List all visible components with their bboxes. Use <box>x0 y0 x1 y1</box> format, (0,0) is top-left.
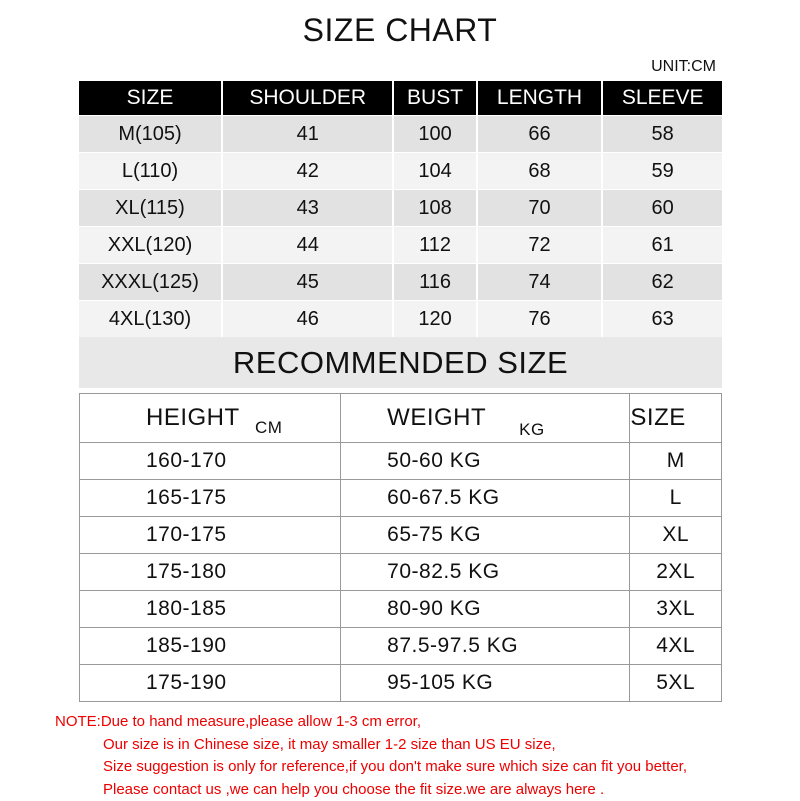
table-cell: XXL(120) <box>79 227 221 263</box>
table-cell: 4XL <box>630 628 722 665</box>
column-header: BUST <box>394 81 475 115</box>
column-header: SHOULDER <box>223 81 392 115</box>
table-cell: 108 <box>394 190 475 226</box>
table-cell: 2XL <box>630 554 722 591</box>
table-cell: 72 <box>478 227 602 263</box>
column-header: HEIGHT CM <box>80 394 341 443</box>
table-cell: 170-175 <box>80 517 341 554</box>
column-header-label: SIZE <box>630 404 685 431</box>
table-cell: 175-190 <box>80 665 341 702</box>
table-cell: XL <box>630 517 722 554</box>
table-cell: 60 <box>603 190 722 226</box>
table-cell: 80-90 KG <box>341 591 630 628</box>
table-cell: 175-180 <box>80 554 341 591</box>
column-header-label: HEIGHT <box>146 404 240 431</box>
column-header: SIZE <box>79 81 221 115</box>
table-cell: 65-75 KG <box>341 517 630 554</box>
table-cell: 5XL <box>630 665 722 702</box>
table-cell: 180-185 <box>80 591 341 628</box>
table-cell: XXXL(125) <box>79 264 221 300</box>
table-cell: 160-170 <box>80 443 341 480</box>
table-cell: M <box>630 443 722 480</box>
table-cell: 112 <box>394 227 475 263</box>
table-cell: 3XL <box>630 591 722 628</box>
table-cell: 43 <box>223 190 392 226</box>
table-cell: 44 <box>223 227 392 263</box>
page-title: SIZE CHART <box>0 12 800 49</box>
table-cell: 66 <box>478 116 602 152</box>
table-cell: 60-67.5 KG <box>341 480 630 517</box>
table-cell: 62 <box>603 264 722 300</box>
column-header: WEIGHT KG <box>341 394 630 443</box>
table-cell: 63 <box>603 301 722 337</box>
table-cell: 68 <box>478 153 602 189</box>
table-cell: 4XL(130) <box>79 301 221 337</box>
column-header-unit: KG <box>519 420 545 440</box>
unit-label: UNIT:CM <box>651 58 716 76</box>
table-cell: L(110) <box>79 153 221 189</box>
notes: NOTE:Due to hand measure,please allow 1-… <box>55 711 687 801</box>
table-cell: 70 <box>478 190 602 226</box>
table-cell: 58 <box>603 116 722 152</box>
note-line: Size suggestion is only for reference,if… <box>55 756 687 779</box>
column-header: SLEEVE <box>603 81 722 115</box>
recommended-title: RECOMMENDED SIZE <box>79 337 722 388</box>
column-header: LENGTH <box>478 81 602 115</box>
table-cell: L <box>630 480 722 517</box>
table-cell: 95-105 KG <box>341 665 630 702</box>
table-cell: M(105) <box>79 116 221 152</box>
table-cell: 104 <box>394 153 475 189</box>
table-cell: 120 <box>394 301 475 337</box>
column-header-label: WEIGHT <box>387 404 486 431</box>
note-line: Our size is in Chinese size, it may smal… <box>55 734 687 757</box>
table-cell: 46 <box>223 301 392 337</box>
note-line: NOTE:Due to hand measure,please allow 1-… <box>55 711 687 734</box>
table-cell: 42 <box>223 153 392 189</box>
table-cell: 100 <box>394 116 475 152</box>
table-cell: 185-190 <box>80 628 341 665</box>
table-cell: 59 <box>603 153 722 189</box>
column-header: SIZE <box>630 394 722 443</box>
recommended-table-header: HEIGHT CM WEIGHT KG SIZE <box>80 394 722 443</box>
table-cell: 87.5-97.5 KG <box>341 628 630 665</box>
table-cell: 61 <box>603 227 722 263</box>
table-cell: 45 <box>223 264 392 300</box>
table-cell: 70-82.5 KG <box>341 554 630 591</box>
table-cell: 50-60 KG <box>341 443 630 480</box>
table-cell: 165-175 <box>80 480 341 517</box>
table-cell: 116 <box>394 264 475 300</box>
table-cell: 41 <box>223 116 392 152</box>
note-line: Please contact us ,we can help you choos… <box>55 779 687 801</box>
table-cell: 76 <box>478 301 602 337</box>
column-header-unit: CM <box>255 418 282 438</box>
table-cell: XL(115) <box>79 190 221 226</box>
table-cell: 74 <box>478 264 602 300</box>
